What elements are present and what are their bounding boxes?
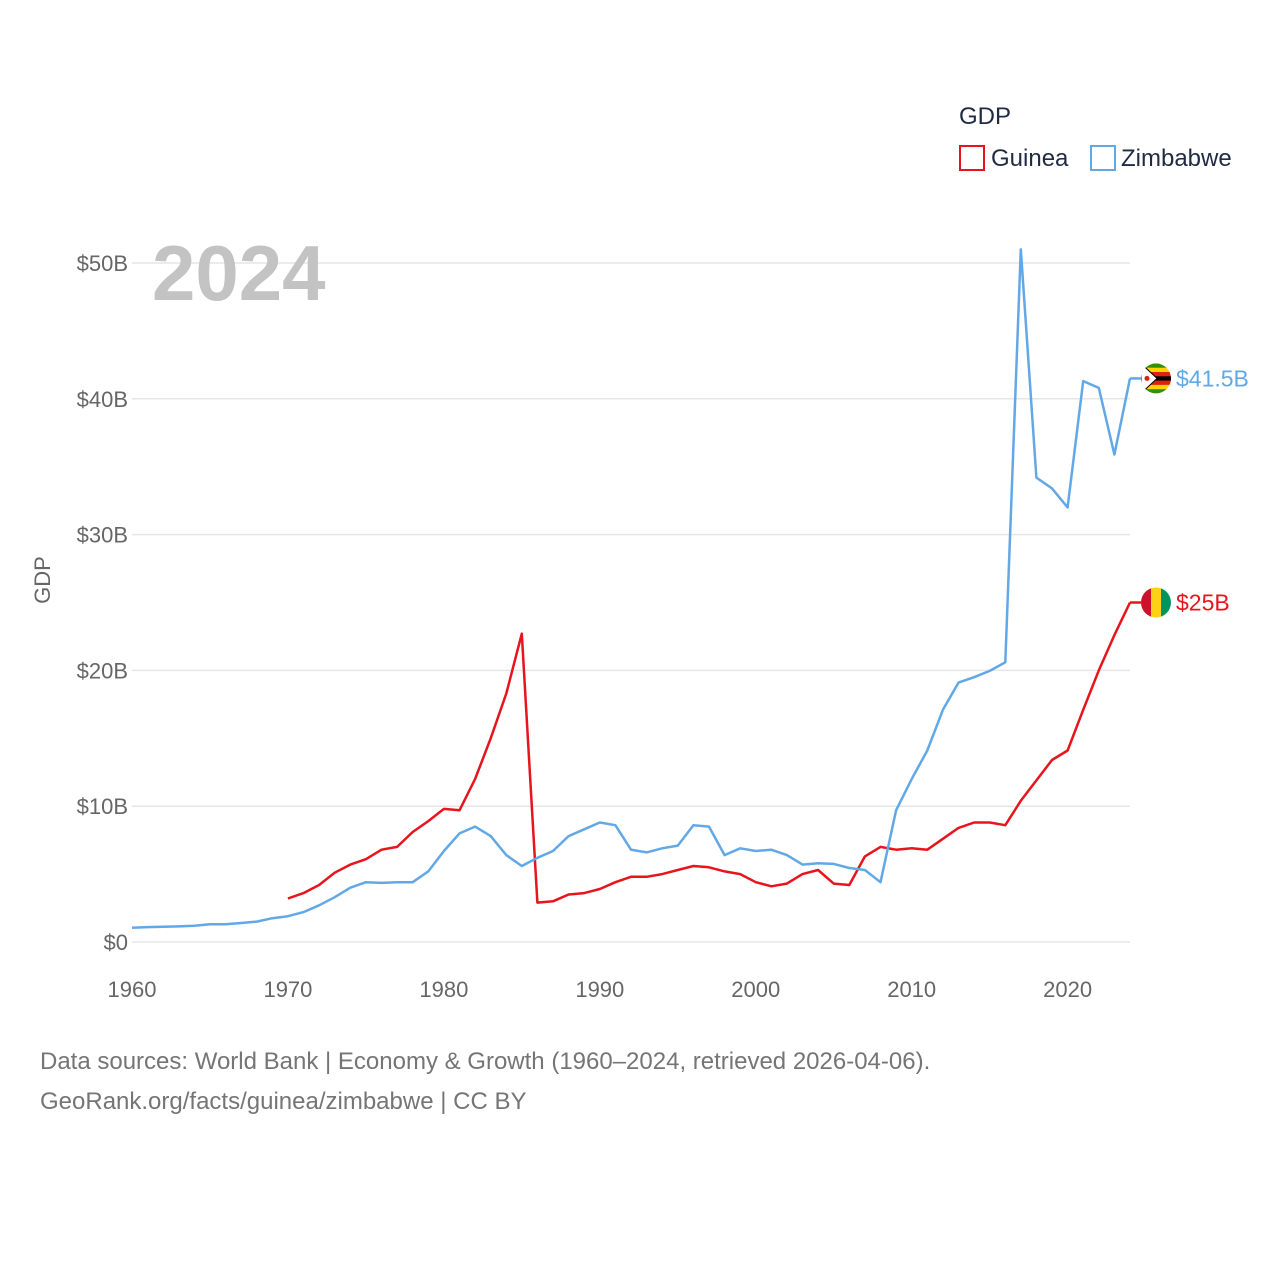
year-label: 2024 (152, 229, 326, 317)
x-tick-label: 2000 (731, 977, 780, 1002)
y-axis-label: GDP (30, 556, 55, 604)
x-tick-label: 1960 (108, 977, 157, 1002)
gridlines (132, 262, 1130, 943)
y-axis-ticks: $0 $10B $20B $30B $40B $50B (77, 251, 128, 955)
flag-icon-guinea (1141, 587, 1171, 618)
data-source-note: Data sources: World Bank | Economy & Gro… (40, 1042, 930, 1122)
legend-item-guinea[interactable]: Guinea (959, 145, 1069, 172)
x-tick-label: 2010 (887, 977, 936, 1002)
y-tick-label: $0 (104, 930, 128, 955)
flag-icon-zimbabwe (1141, 363, 1171, 394)
x-tick-label: 2020 (1043, 977, 1092, 1002)
end-value-label-guinea: $25B (1176, 590, 1230, 616)
source-line-1: Data sources: World Bank | Economy & Gro… (40, 1048, 931, 1075)
y-tick-label: $30B (77, 523, 128, 548)
x-tick-label: 1970 (263, 977, 312, 1002)
legend: GDP Guinea Zimbabwe (959, 103, 1232, 172)
x-axis-ticks: 1960 1970 1980 1990 2000 2010 2020 (108, 977, 1093, 1002)
y-tick-label: $20B (77, 658, 128, 683)
series-lines (131, 248, 1132, 929)
series-line-guinea[interactable] (287, 601, 1132, 904)
legend-label-guinea: Guinea (991, 145, 1069, 172)
end-value-label-zimbabwe: $41.5B (1176, 365, 1249, 391)
source-line-2[interactable]: GeoRank.org/facts/guinea/zimbabwe | CC B… (40, 1088, 527, 1115)
y-tick-label: $40B (77, 387, 128, 412)
x-tick-label: 1980 (419, 977, 468, 1002)
x-tick-label: 1990 (575, 977, 624, 1002)
legend-label-zimbabwe: Zimbabwe (1121, 145, 1232, 172)
series-line-zimbabwe[interactable] (131, 248, 1132, 929)
legend-swatch-zimbabwe (1090, 145, 1116, 171)
gdp-line-chart: $0 $10B $20B $30B $40B $50B 1960 1970 1980 1990 2… (30, 103, 1249, 1002)
y-tick-label: $50B (77, 251, 128, 276)
legend-item-zimbabwe[interactable]: Zimbabwe (1090, 145, 1232, 172)
series-end-labels: $25B $41.5B (1130, 363, 1249, 618)
legend-swatch-guinea (959, 145, 985, 171)
legend-title: GDP (959, 103, 1011, 130)
y-tick-label: $10B (77, 794, 128, 819)
